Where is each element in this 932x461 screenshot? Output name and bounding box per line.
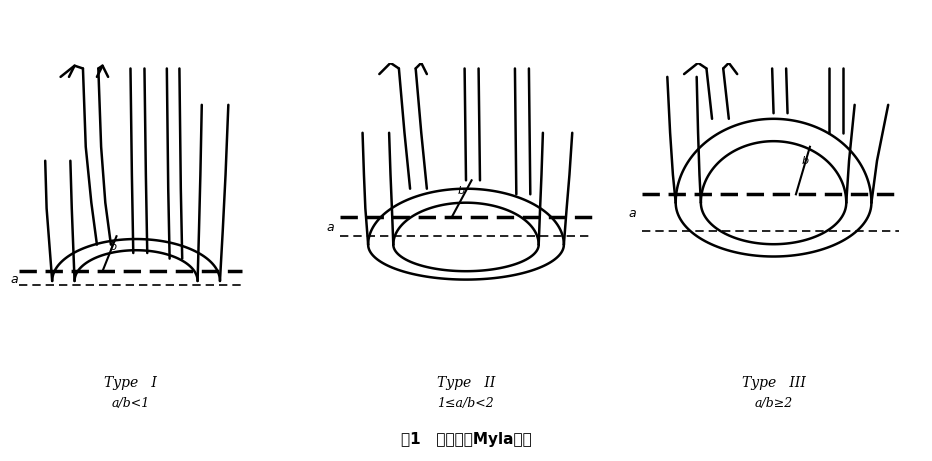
Text: a: a <box>10 273 18 286</box>
Text: a: a <box>326 221 334 234</box>
Text: a/b≥2: a/b≥2 <box>754 397 793 410</box>
Text: a/b<1: a/b<1 <box>111 397 150 410</box>
Text: b: b <box>110 242 116 252</box>
Text: a: a <box>628 207 636 220</box>
Text: Type   III: Type III <box>742 376 805 390</box>
Text: Type   I: Type I <box>104 376 157 390</box>
Text: 图1   主动脉弓Myla分型: 图1 主动脉弓Myla分型 <box>401 432 531 447</box>
Text: 1≤a/b<2: 1≤a/b<2 <box>438 397 494 410</box>
Text: Type   II: Type II <box>437 376 495 390</box>
Text: b: b <box>802 155 809 165</box>
Text: b: b <box>458 186 465 196</box>
